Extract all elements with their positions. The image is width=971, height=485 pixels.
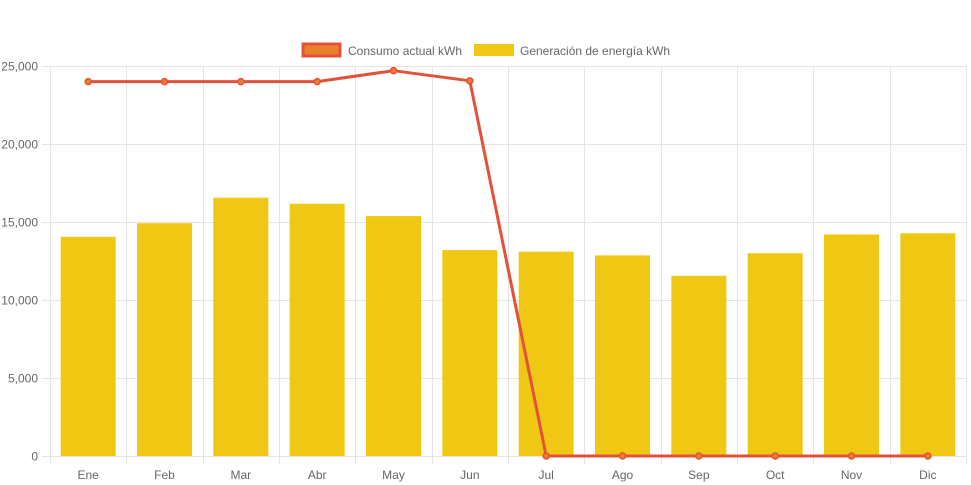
y-tick-label: 5,000 xyxy=(8,372,38,386)
bar[interactable] xyxy=(442,250,498,456)
bar[interactable] xyxy=(60,236,116,456)
legend-swatch-consumo[interactable] xyxy=(301,42,342,58)
line-point[interactable] xyxy=(237,77,245,86)
line-point[interactable] xyxy=(771,452,779,460)
line-point[interactable] xyxy=(542,452,550,460)
bar[interactable] xyxy=(900,233,956,456)
y-tick-label: 25,000 xyxy=(1,60,38,74)
y-tick-label: 0 xyxy=(31,450,38,464)
bar[interactable] xyxy=(671,275,727,456)
bar[interactable] xyxy=(595,255,650,456)
legend-label-generacion[interactable]: Generación de energía kWh xyxy=(520,44,670,58)
legend-swatch-generacion[interactable] xyxy=(474,44,514,56)
legend: Consumo actual kWh Generación de energía… xyxy=(301,42,670,58)
line-series-consumo xyxy=(84,66,932,460)
x-tick-label: Jul xyxy=(538,468,553,482)
y-tick-label: 10,000 xyxy=(1,294,38,308)
line-point[interactable] xyxy=(160,77,169,86)
y-tick-label: 15,000 xyxy=(1,216,38,230)
x-tick-label: Sep xyxy=(688,468,710,482)
bar[interactable] xyxy=(518,251,574,456)
line-point[interactable] xyxy=(389,66,398,75)
line-point[interactable] xyxy=(313,77,321,86)
legend-label-consumo[interactable]: Consumo actual kWh xyxy=(348,44,462,58)
line-point[interactable] xyxy=(466,77,474,85)
line-point[interactable] xyxy=(847,452,856,460)
bar-series-generacion xyxy=(60,197,956,456)
x-tick-label: May xyxy=(382,468,405,482)
x-tick-label: Feb xyxy=(154,468,175,482)
bar[interactable] xyxy=(289,203,345,456)
line-point[interactable] xyxy=(924,452,932,460)
y-axis-ticks: 0 5,000 10,000 15,000 20,000 25,000 xyxy=(1,60,38,464)
line-point[interactable] xyxy=(618,452,627,460)
bar[interactable] xyxy=(366,216,421,456)
bar[interactable] xyxy=(137,223,192,456)
x-tick-label: Mar xyxy=(230,468,251,482)
bar[interactable] xyxy=(824,234,879,456)
x-tick-label: Jun xyxy=(460,468,479,482)
bar[interactable] xyxy=(747,253,803,456)
x-axis-ticks: Ene Feb Mar Abr May Jun Jul Ago Sep Oct Nov Dic xyxy=(77,468,936,482)
x-tick-label: Nov xyxy=(841,468,862,482)
x-tick-label: Abr xyxy=(308,468,327,482)
x-tick-label: Dic xyxy=(919,468,936,482)
bar[interactable] xyxy=(213,197,269,456)
line-point[interactable] xyxy=(84,77,92,86)
x-tick-label: Ene xyxy=(77,468,99,482)
x-tick-label: Oct xyxy=(766,468,785,482)
y-tick-label: 20,000 xyxy=(1,138,38,152)
line-path xyxy=(88,69,928,458)
x-tick-label: Ago xyxy=(612,468,634,482)
line-point[interactable] xyxy=(695,452,703,460)
